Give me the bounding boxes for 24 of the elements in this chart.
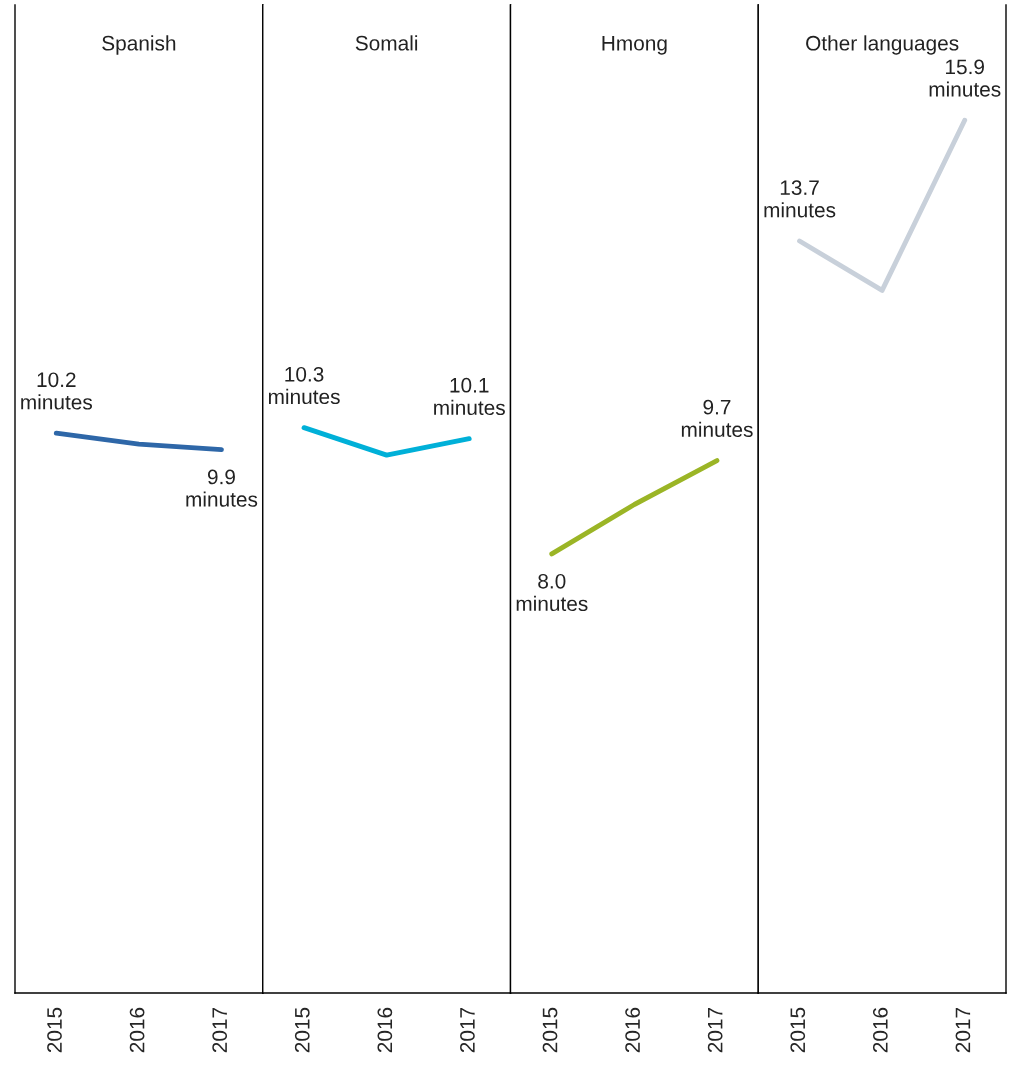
text: Spanish <box>102 35 176 55</box>
text: Somali <box>355 35 418 51</box>
x-tick-label: 2015 <box>790 1007 806 1053</box>
data-label: 8.0 minutes <box>516 573 588 612</box>
x-tick-label: 2016 <box>625 1007 640 1053</box>
x-tick-label: 2017 <box>955 1007 971 1053</box>
data-label: 13.7 minutes <box>764 180 836 218</box>
data-label: 9.7 minutes <box>681 399 753 438</box>
text: Hmong <box>602 36 667 55</box>
x-tick-label: 2015 <box>542 1007 558 1053</box>
x-tick-label: 2015 <box>47 1007 62 1053</box>
data-label: 10.2 minutes <box>21 372 93 410</box>
x-tick-label: 2017 <box>212 1007 228 1053</box>
text: Other languages <box>806 35 959 55</box>
x-tick-label: 2015 <box>294 1007 310 1053</box>
x-tick-label: 2017 <box>707 1007 723 1053</box>
x-tick-label: 2017 <box>460 1007 475 1053</box>
x-tick-label: 2016 <box>129 1007 145 1053</box>
data-label: 9.9 minutes <box>186 469 258 507</box>
x-tick-label: 2016 <box>377 1007 393 1053</box>
x-tick-label: 2016 <box>872 1007 888 1053</box>
data-label: 10.1 minutes <box>434 377 505 416</box>
data-label: 15.9 minutes <box>929 59 1001 97</box>
data-label: 10.3 minutes <box>268 366 340 405</box>
